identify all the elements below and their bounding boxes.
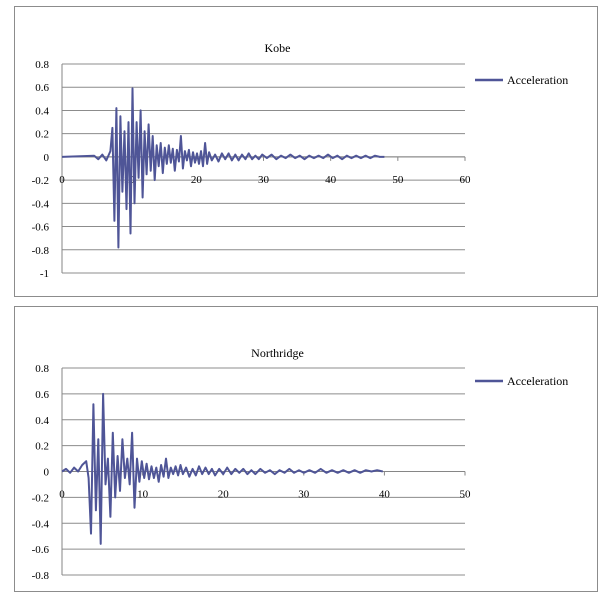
northridge-x-tick-label: 20 (218, 489, 230, 501)
kobe-y-tick-label: -0.6 (32, 222, 50, 234)
kobe-y-tick-label: -1 (40, 268, 49, 280)
kobe-x-tick-label: 30 (258, 174, 270, 186)
kobe-y-tick-label: 0.4 (35, 105, 49, 117)
kobe-series-line-acceleration (61, 87, 385, 249)
northridge-x-tick-label: 10 (137, 489, 149, 501)
kobe-y-tick-label: 0 (44, 152, 50, 164)
northridge-y-tick-label: 0.8 (35, 363, 49, 375)
kobe-y-tick-label: -0.2 (32, 175, 49, 187)
kobe-legend-label: Acceleration (507, 73, 568, 87)
northridge-chart-title: Northridge (251, 346, 304, 360)
northridge-y-tick-label: 0.2 (35, 441, 49, 453)
kobe-x-tick-label: 40 (325, 174, 337, 186)
kobe-x-tick-label: 50 (392, 174, 404, 186)
kobe-y-tick-label: 0.2 (35, 129, 49, 141)
northridge-y-tick-label: 0 (44, 467, 50, 479)
northridge-chart-panel: Northridge 0.8 0.6 0.4 0.2 0 -0.2 -0.4 -0.6 -0.8 0… (14, 306, 598, 592)
kobe-y-tick-label: -0.4 (32, 198, 50, 210)
northridge-x-tick-label: 40 (379, 489, 391, 501)
kobe-chart-title: Kobe (265, 41, 291, 55)
northridge-y-tick-label: -0.2 (32, 492, 49, 504)
northridge-y-tick-label: -0.6 (32, 544, 50, 556)
northridge-y-tick-label: -0.8 (32, 570, 50, 582)
northridge-series-line-acceleration (61, 392, 384, 545)
northridge-legend-label: Acceleration (507, 374, 568, 388)
northridge-chart: Northridge 0.8 0.6 0.4 0.2 0 -0.2 -0.4 -0.6 -0.8 0… (32, 346, 569, 582)
northridge-x-tick-label: 30 (298, 489, 310, 501)
kobe-y-tick-label: 0.8 (35, 59, 49, 71)
northridge-y-tick-label: 0.6 (35, 389, 49, 401)
kobe-x-tick-label: 0 (59, 174, 65, 186)
northridge-x-tick-label: 0 (59, 489, 65, 501)
kobe-x-tick-label: 60 (460, 174, 472, 186)
northridge-y-tick-label: -0.4 (32, 518, 50, 530)
kobe-chart-panel: Kobe 0.8 0.6 0.4 0.2 0 -0.2 -0.4 -0.6 -0.8 -1 0 10 20… (14, 6, 598, 297)
northridge-x-tick-label: 50 (460, 489, 472, 501)
kobe-y-tick-label: 0.6 (35, 82, 49, 94)
northridge-y-tick-label: 0.4 (35, 415, 49, 427)
kobe-y-tick-label: -0.8 (32, 245, 50, 257)
kobe-x-tick-label: 20 (191, 174, 203, 186)
